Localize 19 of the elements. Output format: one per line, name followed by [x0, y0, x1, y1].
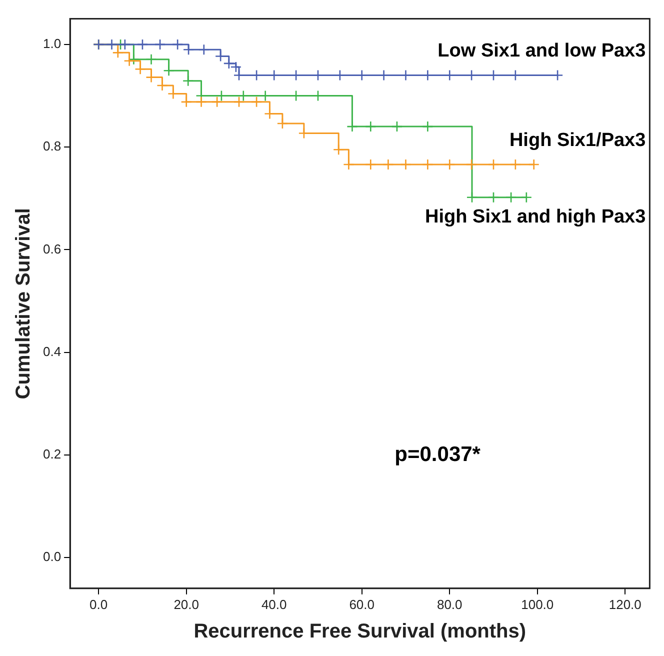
y-axis-title: Cumulative Survival	[12, 208, 35, 400]
y-tick-label: 0.2	[42, 446, 62, 462]
x-tick-label: 40.0	[261, 596, 287, 612]
x-tick-label: 100.0	[521, 596, 554, 612]
y-tick-label: 0.6	[42, 241, 62, 256]
y-tick-label: 0.8	[42, 138, 62, 154]
x-tick-label: 80.0	[436, 596, 462, 612]
y-tick-label: 0.4	[42, 344, 62, 359]
series-label: Low Six1 and low Pax3	[438, 40, 646, 62]
series-label: High Six1 and high Pax3	[425, 206, 646, 228]
x-axis-title: Recurrence Free Survival (months)	[194, 620, 526, 643]
x-tick-label: 20.0	[174, 596, 200, 612]
y-tick-label: 0.0	[42, 549, 62, 564]
x-tick-label: 120.0	[608, 596, 642, 612]
y-tick-label: 1.0	[42, 36, 62, 52]
x-tick-label: 60.0	[349, 596, 375, 612]
series-label: High Six1/Pax3	[509, 130, 646, 151]
annotation: p=0.037*	[394, 442, 482, 466]
x-tick-label: 0.0	[90, 596, 108, 612]
